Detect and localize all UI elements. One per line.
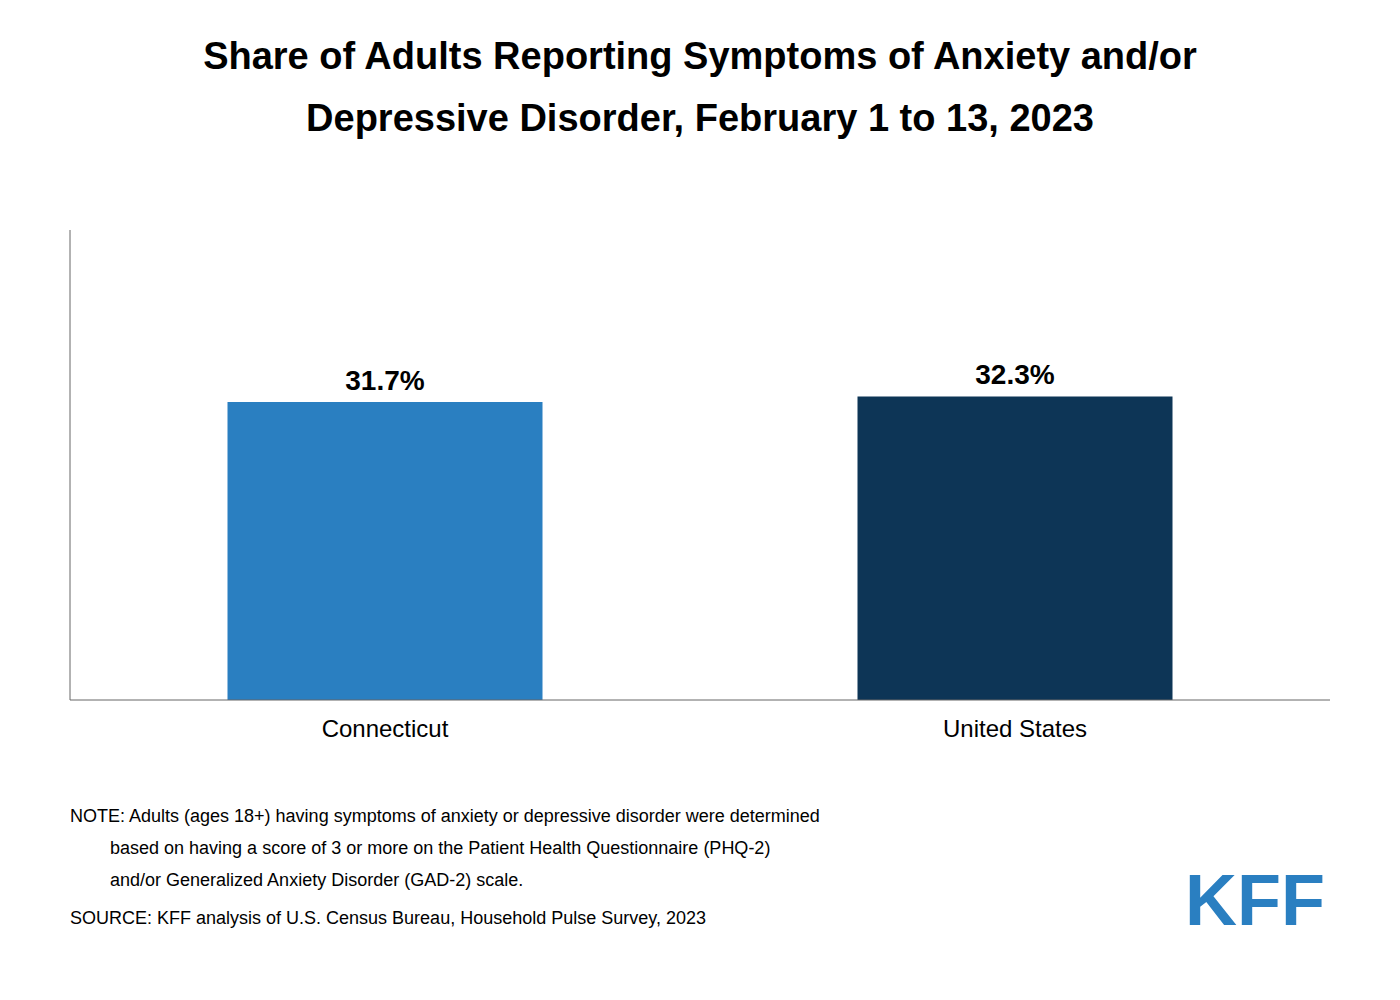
html-text:SOURCE: KFF analysis of U.S. C: SOURCE: KFF analysis of U.S. Census Bure… xyxy=(70,908,706,928)
html-text:based on having a score of 3 o: based on having a score of 3 or more on … xyxy=(70,838,771,858)
html-text:and/or Generalized Anxiety Dis: and/or Generalized Anxiety Disorder (GAD… xyxy=(70,870,524,890)
svg-text:Connecticut: Connecticut xyxy=(322,715,449,742)
html-text:Depressive Disorder, February: Depressive Disorder, February 1 to 13, 2… xyxy=(306,97,1094,139)
html-text:KFF: KFF xyxy=(1185,860,1325,940)
svg-text:31.7%: 31.7% xyxy=(345,365,424,396)
html-text:NOTE: Adults (ages 18+) having: NOTE: Adults (ages 18+) having symptoms … xyxy=(70,806,820,826)
svg-text:32.3%: 32.3% xyxy=(975,359,1054,390)
html-text:Share of Adults Reporting Symp: Share of Adults Reporting Symptoms of An… xyxy=(203,35,1197,77)
svg-text:United States: United States xyxy=(943,715,1087,742)
